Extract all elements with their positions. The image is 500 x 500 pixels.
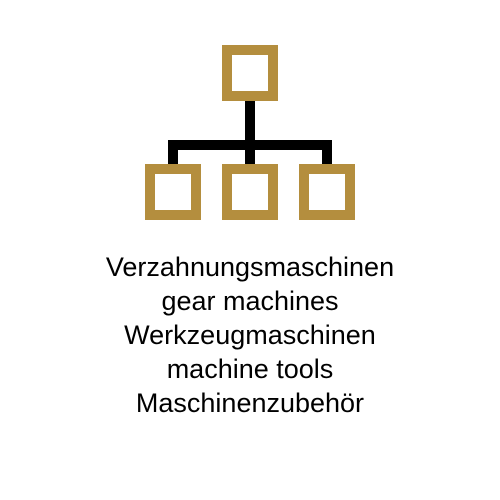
category-labels: Verzahnungsmaschinengear machinesWerkzeu…: [106, 250, 394, 420]
connector-v-right: [322, 150, 332, 164]
label-line-3: machine tools: [106, 352, 394, 386]
connector-top: [245, 101, 255, 140]
label-line-1: gear machines: [106, 284, 394, 318]
org-chart-icon: [135, 45, 365, 220]
connector-v-mid: [245, 150, 255, 164]
org-box-bottom-0: [145, 164, 201, 220]
connector-hbar: [168, 140, 332, 150]
label-line-0: Verzahnungsmaschinen: [106, 250, 394, 284]
label-line-2: Werkzeugmaschinen: [106, 318, 394, 352]
org-box-top: [222, 45, 278, 101]
org-box-bottom-1: [222, 164, 278, 220]
label-line-4: Maschinenzubehör: [106, 386, 394, 420]
connector-v-left: [168, 150, 178, 164]
org-box-bottom-2: [299, 164, 355, 220]
